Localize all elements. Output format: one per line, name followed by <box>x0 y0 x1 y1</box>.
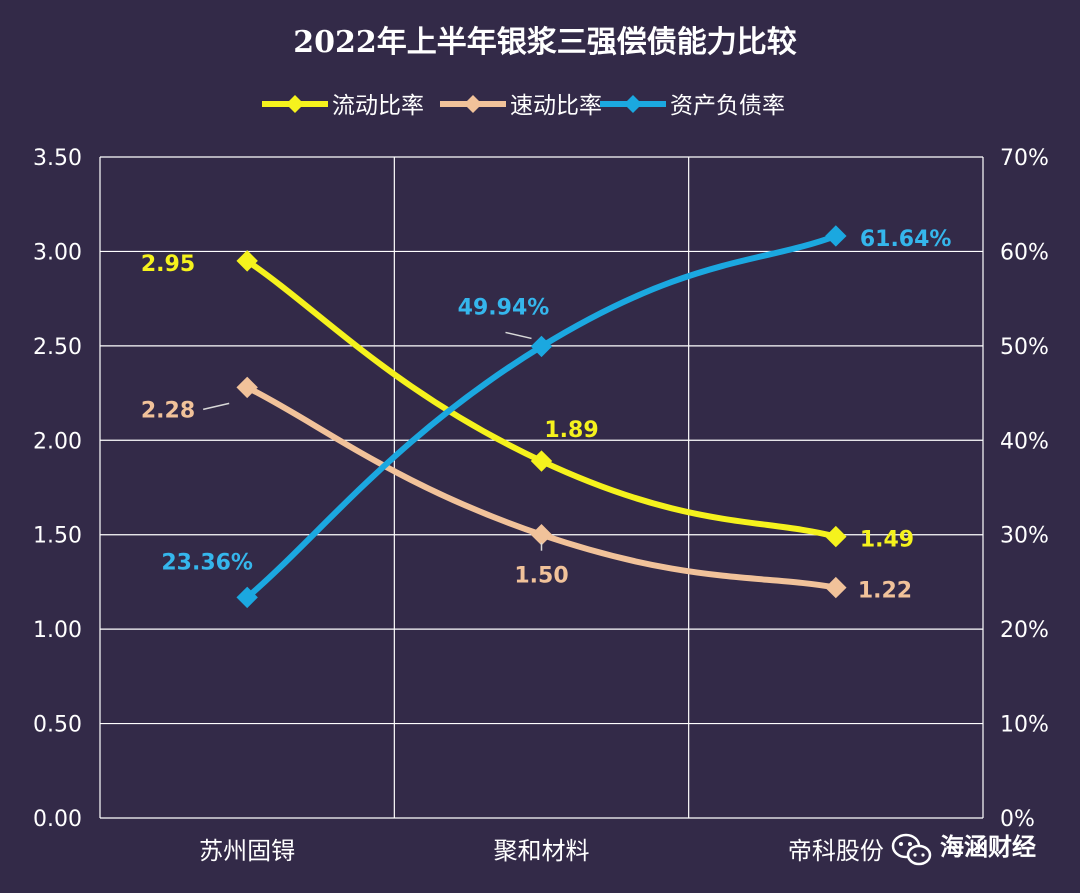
legend-marker <box>286 95 304 113</box>
leader-line <box>505 331 532 340</box>
right-tick-label: 40% <box>1000 429 1049 454</box>
left-tick-label: 1.50 <box>33 524 82 549</box>
chart-title: 2022年上半年银浆三强偿债能力比较 <box>293 25 797 60</box>
legend-label: 流动比率 <box>332 93 424 119</box>
data-point <box>530 335 553 358</box>
legend: 流动比率 速动比率 资产负债率 <box>262 93 785 119</box>
watermark: 海涵财经 <box>891 833 1036 866</box>
legend-item: 流动比率 <box>262 93 424 119</box>
legend-marker <box>624 95 642 113</box>
right-axis: 0% 10% 20% 30% 40% 50% 60% 70% <box>1000 146 1049 832</box>
series-2: 23.36% 49.94% 61.64% <box>161 225 952 609</box>
category-label: 帝科股份 <box>788 837 884 865</box>
data-point <box>825 576 847 599</box>
watermark-text: 海涵财经 <box>940 833 1036 861</box>
left-tick-label: 2.50 <box>33 335 82 360</box>
left-tick-label: 0.00 <box>33 807 82 832</box>
data-label: 1.49 <box>860 528 914 553</box>
series-0: 2.95 1.89 1.49 <box>141 250 914 553</box>
legend-item: 速动比率 <box>440 93 602 119</box>
data-label: 2.95 <box>141 252 195 277</box>
right-tick-label: 10% <box>1000 713 1049 738</box>
data-point <box>236 250 258 272</box>
grid <box>99 156 984 819</box>
right-tick-label: 30% <box>1000 524 1049 549</box>
category-label: 苏州固锝 <box>199 837 295 865</box>
data-point <box>825 525 847 548</box>
data-label: 23.36% <box>161 550 253 575</box>
data-point <box>530 524 553 546</box>
category-axis: 苏州固锝 聚和材料 帝科股份 <box>199 837 884 865</box>
series-1: 2.28 1.50 1.22 <box>141 376 912 604</box>
left-tick-label: 0.50 <box>33 713 82 738</box>
data-point <box>825 225 847 247</box>
category-label: 聚和材料 <box>494 837 590 865</box>
data-point <box>236 376 258 399</box>
legend-label: 资产负债率 <box>670 93 785 119</box>
leader-line <box>202 402 230 411</box>
data-label: 61.64% <box>860 227 952 252</box>
right-tick-label: 70% <box>1000 146 1049 171</box>
right-tick-label: 20% <box>1000 618 1049 643</box>
wechat-icon <box>891 833 932 866</box>
left-tick-label: 3.00 <box>33 240 82 265</box>
left-tick-label: 2.00 <box>33 429 82 454</box>
right-tick-label: 0% <box>1000 807 1035 832</box>
left-tick-label: 1.00 <box>33 618 82 643</box>
legend-label: 速动比率 <box>510 93 602 119</box>
right-tick-label: 50% <box>1000 335 1049 360</box>
left-tick-label: 3.50 <box>33 146 82 171</box>
left-axis: 0.00 0.50 1.00 1.50 2.00 2.50 3.00 3.50 <box>33 146 82 832</box>
right-tick-label: 60% <box>1000 240 1049 265</box>
data-label: 2.28 <box>141 398 195 423</box>
data-point <box>236 586 258 609</box>
legend-marker <box>464 95 482 113</box>
series-layer: 2.95 1.89 1.49 2.28 1.50 1.22 23.36% 49.94% 61.6… <box>141 225 952 609</box>
data-label: 1.22 <box>858 579 912 604</box>
data-label: 1.50 <box>514 564 568 589</box>
data-label: 1.89 <box>544 418 598 443</box>
data-point <box>530 450 553 472</box>
series-line <box>244 384 839 591</box>
data-label: 49.94% <box>458 295 550 320</box>
legend-item: 资产负债率 <box>600 93 785 119</box>
